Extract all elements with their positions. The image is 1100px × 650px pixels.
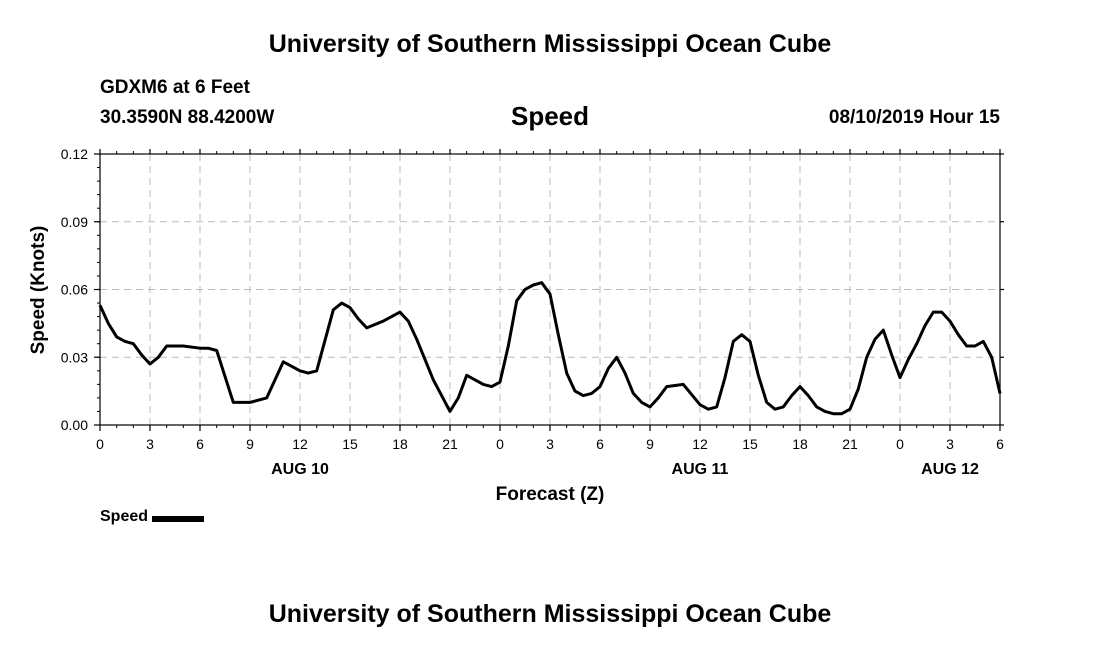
x-tick-label: 0 [96, 436, 104, 452]
y-tick-label: 0.06 [61, 282, 88, 298]
x-tick-label: 21 [842, 436, 858, 452]
x-tick-label: 18 [392, 436, 408, 452]
legend-swatch [152, 515, 205, 522]
plot-frame [99, 153, 1001, 426]
x-tick-label: 6 [196, 436, 204, 452]
x-tick-labels: 0 3 6 9 12 15 18 21 0 3 6 9 12 15 18 21 0 3 6 [96, 436, 1004, 452]
y-tick-label: 0.00 [61, 417, 88, 433]
date-label: AUG 10 [271, 461, 329, 478]
x-tick-label: 12 [692, 436, 708, 452]
x-tick-label: 3 [146, 436, 154, 452]
x-tick-label: 0 [896, 436, 904, 452]
coordinates-label: 30.3590N 88.4200W [100, 107, 275, 128]
x-tick-label: 15 [742, 436, 758, 452]
station-label: GDXM6 at 6 Feet [100, 77, 250, 98]
x-tick-label: 21 [442, 436, 458, 452]
date-labels: AUG 10 AUG 11 AUG 12 [271, 461, 979, 478]
speed-chart: 0.00 0.03 0.06 0.09 0.12 0 3 6 9 12 15 18 21 0 3 6 9 12 1… [28, 146, 1004, 505]
x-tick-label: 9 [246, 436, 254, 452]
x-tick-label: 3 [946, 436, 954, 452]
legend: Speed [100, 508, 205, 526]
x-tick-label: 0 [496, 436, 504, 452]
y-tick-label: 0.03 [61, 349, 88, 365]
grid-lines [100, 154, 1000, 425]
speed-series-line [98, 281, 1002, 416]
y-tick-labels: 0.00 0.03 0.06 0.09 0.12 [61, 146, 88, 433]
date-label: AUG 12 [921, 461, 979, 478]
y-tick-label: 0.12 [61, 146, 88, 162]
x-tick-label: 18 [792, 436, 808, 452]
x-tick-label: 9 [646, 436, 654, 452]
page-title: University of Southern Mississippi Ocean… [268, 30, 832, 58]
x-tick-label: 6 [996, 436, 1004, 452]
x-tick-label: 6 [596, 436, 604, 452]
x-tick-label: 15 [342, 436, 358, 452]
x-tick-label: 12 [292, 436, 308, 452]
y-axis-label: Speed (Knots) [28, 226, 49, 355]
x-axis-label: Forecast (Z) [496, 484, 605, 505]
legend-label: Speed [100, 508, 149, 525]
x-tick-label: 3 [546, 436, 554, 452]
timestamp-label: 08/10/2019 Hour 15 [828, 107, 1000, 128]
date-label: AUG 11 [672, 461, 729, 478]
variable-title: Speed [510, 101, 590, 131]
y-tick-label: 0.09 [61, 214, 88, 230]
footer-title: University of Southern Mississippi Ocean… [268, 600, 832, 628]
